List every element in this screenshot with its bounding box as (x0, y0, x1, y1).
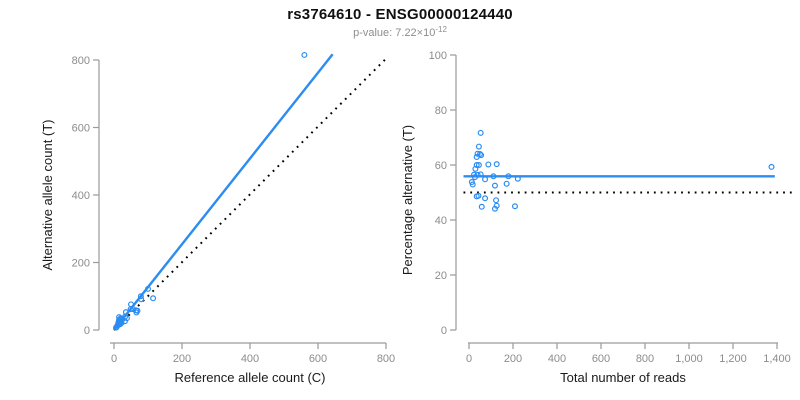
data-point (482, 195, 489, 202)
data-point (490, 173, 497, 180)
x-tick-label: 0 (466, 353, 472, 365)
data-point (301, 51, 308, 58)
data-point (475, 143, 482, 150)
y-tick-label: 400 (72, 190, 90, 202)
y-tick-label: 200 (72, 258, 90, 270)
y-tick-label: 800 (72, 55, 90, 67)
y-tick-label: 40 (435, 215, 447, 227)
data-point (475, 162, 482, 169)
x-tick-label: 600 (592, 353, 610, 365)
x-axis-title: Reference allele count (C) (174, 370, 325, 385)
x-tick-label: 800 (636, 353, 654, 365)
data-point (478, 203, 485, 210)
y-tick-label: 0 (441, 325, 447, 337)
y-tick-label: 0 (84, 325, 90, 337)
data-point (511, 203, 518, 210)
data-point (123, 315, 130, 322)
pvalue-subtitle: p-value: 7.22×10-12 (0, 25, 800, 39)
data-point (137, 293, 144, 300)
pvalue-exponent: -12 (435, 25, 447, 34)
y-axis-title: Alternative allele count (T) (40, 119, 55, 270)
data-point (477, 151, 484, 158)
pvalue-text: p-value: 7.22×10 (353, 27, 436, 39)
x-axis-title: Total number of reads (560, 370, 686, 385)
data-point (491, 182, 498, 189)
data-point (474, 171, 481, 178)
x-tick-label: 1,400 (763, 353, 791, 365)
data-point (128, 301, 135, 308)
y-axis-title: Percentage alternative (T) (400, 125, 415, 275)
x-tick-label: 1,200 (719, 353, 747, 365)
data-point (477, 171, 484, 178)
x-tick-label: 1,000 (675, 353, 703, 365)
page-title: rs3764610 - ENSG00000124440 (287, 6, 513, 23)
data-point (514, 175, 521, 182)
y-tick-label: 100 (429, 50, 447, 62)
x-tick-label: 600 (309, 353, 327, 365)
y-tick-label: 80 (435, 105, 447, 117)
data-point (145, 285, 152, 292)
y-tick-label: 60 (435, 160, 447, 172)
y-tick-label: 20 (435, 270, 447, 282)
data-point (134, 307, 141, 314)
data-point (503, 180, 510, 187)
data-point (768, 163, 775, 170)
data-point (118, 316, 125, 323)
data-point (473, 162, 480, 169)
data-point (505, 173, 512, 180)
data-point (122, 309, 129, 316)
data-point (474, 150, 481, 157)
x-tick-label: 400 (241, 353, 259, 365)
y-tick-label: 600 (72, 123, 90, 135)
data-point (477, 129, 484, 136)
data-point (482, 176, 489, 183)
data-point (478, 152, 485, 159)
x-tick-label: 0 (111, 353, 117, 365)
data-point (475, 192, 482, 199)
data-point (150, 295, 157, 302)
data-point (493, 197, 500, 204)
data-point (485, 161, 492, 168)
data-point (493, 202, 500, 209)
fitted-ratio-line (113, 53, 334, 331)
data-point (138, 296, 145, 303)
x-tick-label: 800 (377, 353, 395, 365)
identity-line-dotted (113, 55, 389, 331)
data-point (493, 161, 500, 168)
data-point (469, 181, 476, 188)
x-tick-label: 400 (548, 353, 566, 365)
x-tick-label: 200 (173, 353, 191, 365)
x-tick-label: 200 (504, 353, 522, 365)
